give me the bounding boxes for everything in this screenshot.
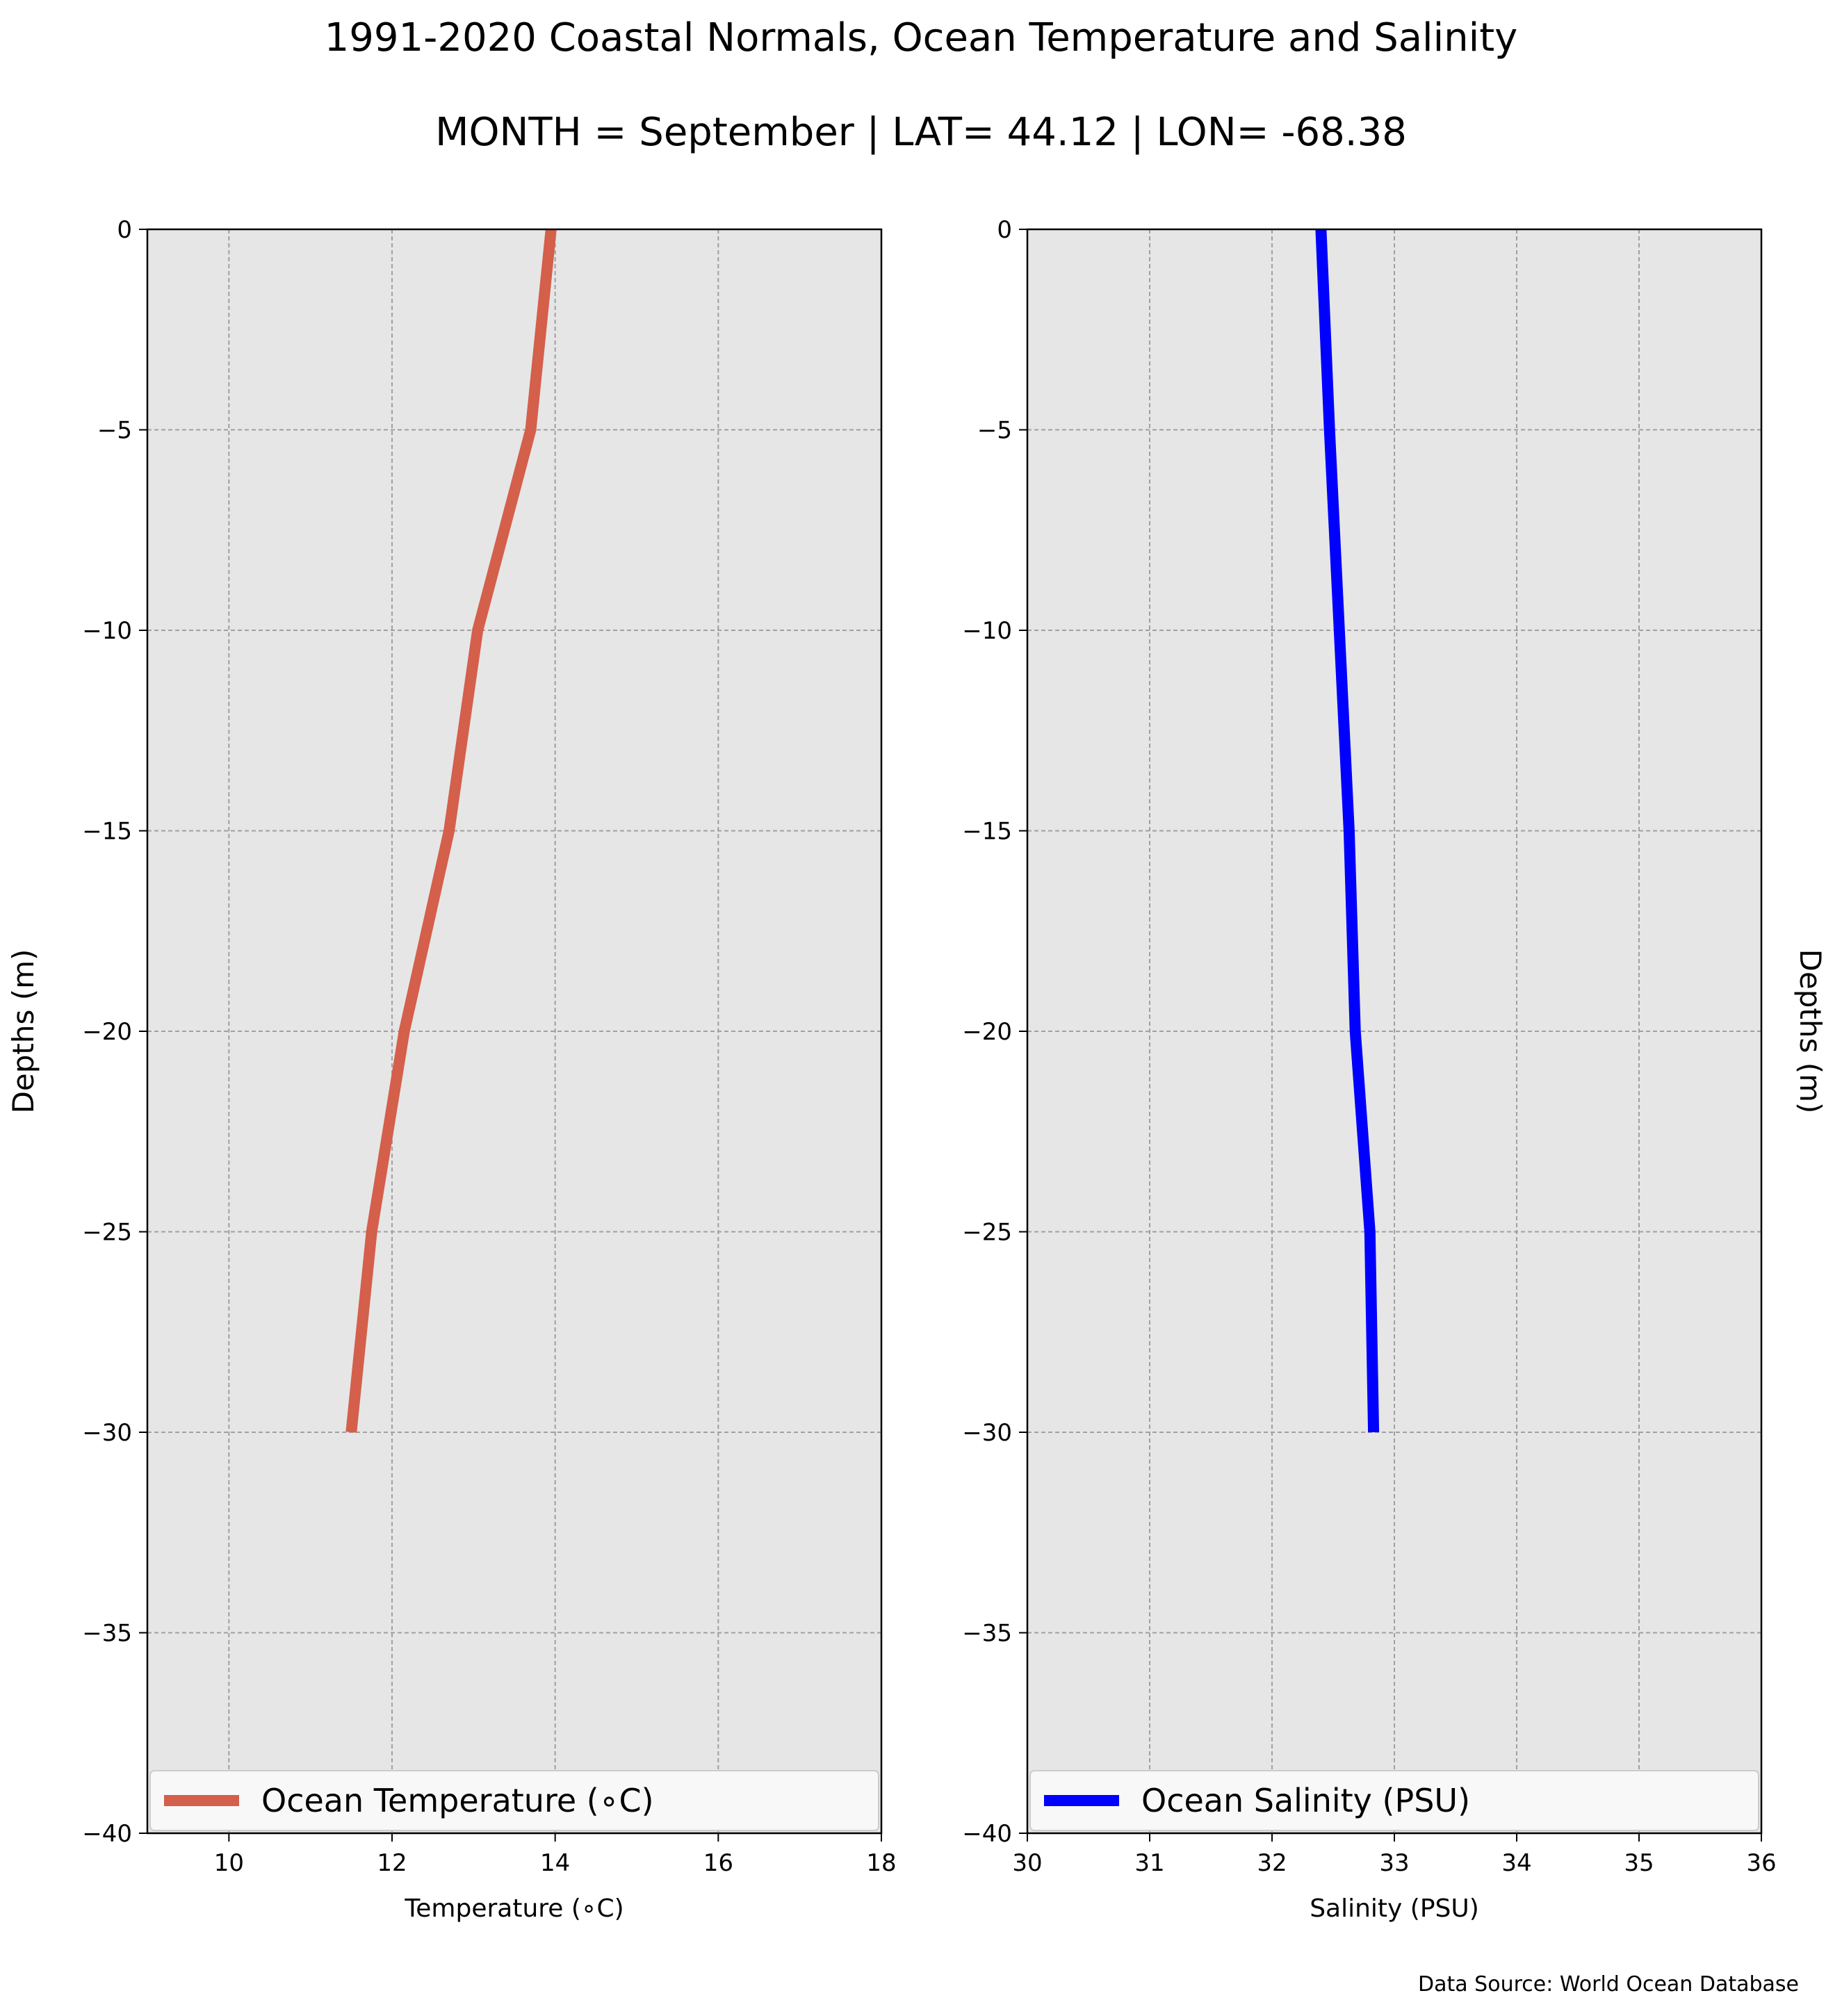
sal-legend-label: Ocean Salinity (PSU) [1141,1782,1470,1819]
temp-y-tick-label: −5 [97,417,132,445]
sal-x-tick-label: 35 [1624,1849,1654,1877]
temp-x-axis-label: Temperature (∘C) [404,1894,623,1923]
temp-y-tick-label: −10 [82,617,132,645]
temp-y-axis-label: Depths (m) [6,949,40,1114]
temp-x-tick-label: 10 [214,1849,244,1877]
sal-legend-box [1029,1770,1759,1831]
sal-x-tick-label: 31 [1134,1849,1164,1877]
chart-title: 1991-2020 Coastal Normals, Ocean Tempera… [324,15,1518,60]
sal-y-tick-label: −40 [962,1820,1012,1848]
temp-x-tick-label: 14 [540,1849,570,1877]
temp-y-tick-label: −40 [82,1820,132,1848]
temp-y-tick-label: −30 [82,1419,132,1447]
temp-legend-box [149,1770,879,1831]
sal-x-tick-label: 30 [1012,1849,1042,1877]
temp-x-tick-label: 18 [866,1849,896,1877]
sal-x-tick-label: 34 [1501,1849,1531,1877]
temp-x-tick-label: 12 [377,1849,407,1877]
temp-legend-label: Ocean Temperature (∘C) [261,1782,654,1819]
sal-x-axis-label: Salinity (PSU) [1310,1894,1479,1923]
sal-y-tick-label: −20 [962,1018,1012,1046]
sal-y-tick-label: −30 [962,1419,1012,1447]
temp-y-tick-label: −15 [82,818,132,846]
sal-y-tick-label: −5 [977,417,1012,445]
temp-y-tick-label: −25 [82,1219,132,1247]
data-source-note: Data Source: World Ocean Database [1418,1972,1799,1997]
sal-y-tick-label: −35 [962,1620,1012,1648]
temp-y-tick-label: −35 [82,1620,132,1648]
temp-x-tick-label: 16 [703,1849,733,1877]
sal-y-axis-label: Depths (m) [1793,949,1827,1114]
sal-x-tick-label: 32 [1257,1849,1287,1877]
sal-x-tick-label: 33 [1379,1849,1409,1877]
chart-subtitle: MONTH = September | LAT= 44.12 | LON= -6… [435,110,1407,155]
sal-y-tick-label: −25 [962,1219,1012,1247]
temp-y-tick-label: −20 [82,1018,132,1046]
sal-y-tick-label: 0 [997,216,1012,244]
sal-y-tick-label: −10 [962,617,1012,645]
sal-y-tick-label: −15 [962,818,1012,846]
sal-x-tick-label: 36 [1746,1849,1776,1877]
temp-y-tick-label: 0 [117,216,132,244]
